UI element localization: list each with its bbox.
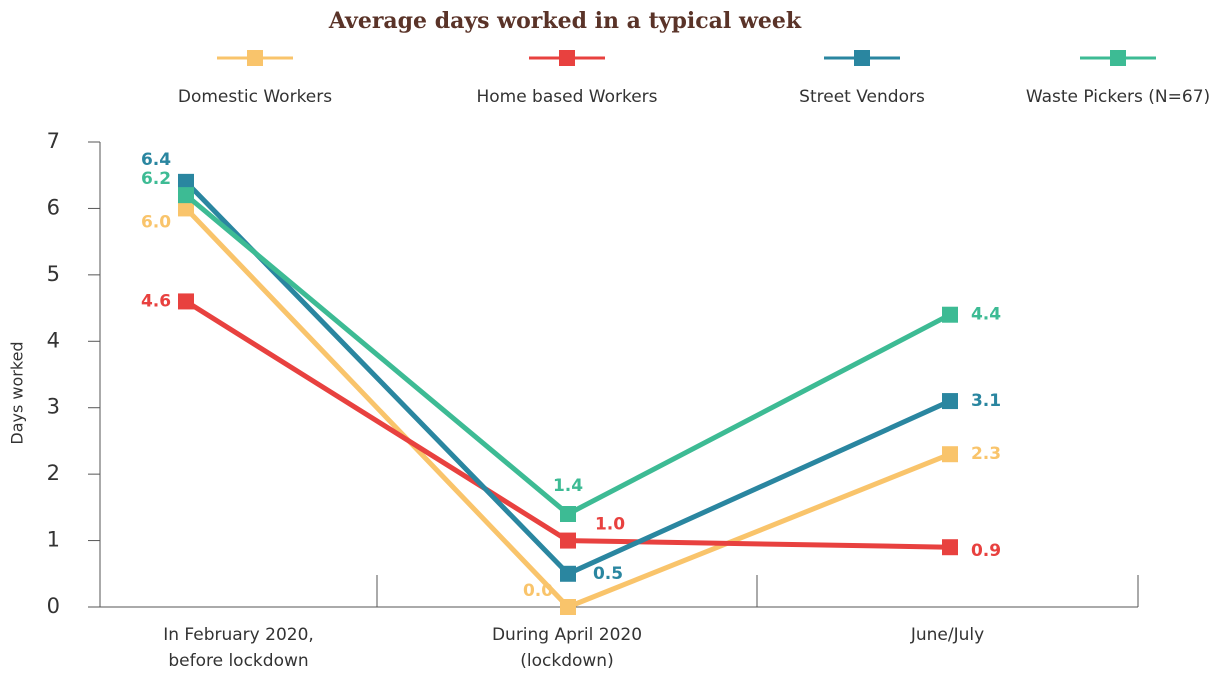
point-marker (942, 446, 958, 463)
value-label: 0.5 (593, 564, 623, 584)
value-label: 3.1 (971, 391, 1001, 411)
point-marker (178, 187, 194, 204)
legend-marker (1110, 50, 1126, 66)
point-marker (560, 599, 576, 615)
x-tick-label: June/July (910, 625, 984, 645)
y-tick-label: 0 (47, 594, 60, 618)
point-marker (942, 306, 958, 323)
value-label: 1.4 (553, 476, 583, 496)
y-tick-label: 3 (47, 395, 60, 419)
point-marker (942, 393, 958, 410)
value-label: 4.6 (141, 291, 171, 311)
y-tick-label: 2 (47, 461, 60, 485)
y-tick-label: 1 (47, 528, 60, 552)
point-marker (178, 200, 194, 217)
point-marker (560, 506, 576, 522)
series-line (184, 193, 952, 517)
value-label: 2.3 (971, 444, 1001, 464)
chart-title: Average days worked in a typical week (328, 8, 802, 34)
point-marker (560, 532, 576, 549)
y-tick-label: 7 (47, 129, 60, 153)
x-tick-label: During April 2020 (lockdown) (492, 625, 642, 671)
y-tick-label: 6 (47, 195, 60, 219)
legend-marker (854, 50, 870, 66)
legend-label: Waste Pickers (N=67) (1026, 87, 1210, 107)
x-tick-label: In February 2020, before lockdown (163, 625, 314, 671)
legend-label: Home based Workers (476, 87, 657, 107)
y-axis-label: Days worked (8, 341, 27, 444)
legend-marker (559, 50, 575, 66)
value-label: 6.0 (141, 212, 171, 232)
legend-marker (247, 50, 263, 66)
y-tick-label: 4 (47, 328, 60, 352)
value-label: 0.0 (523, 581, 553, 601)
point-marker (560, 565, 576, 582)
value-label: 4.4 (971, 305, 1001, 325)
legend-label: Street Vendors (799, 87, 925, 107)
value-label: 1.0 (595, 515, 625, 535)
value-label: 6.2 (141, 169, 171, 189)
point-marker (178, 173, 194, 190)
point-marker (178, 293, 194, 310)
point-marker (942, 539, 958, 556)
value-label: 6.4 (141, 150, 171, 170)
value-label: 0.9 (971, 541, 1001, 561)
legend-label: Domestic Workers (178, 87, 332, 107)
y-tick-label: 5 (47, 262, 60, 286)
